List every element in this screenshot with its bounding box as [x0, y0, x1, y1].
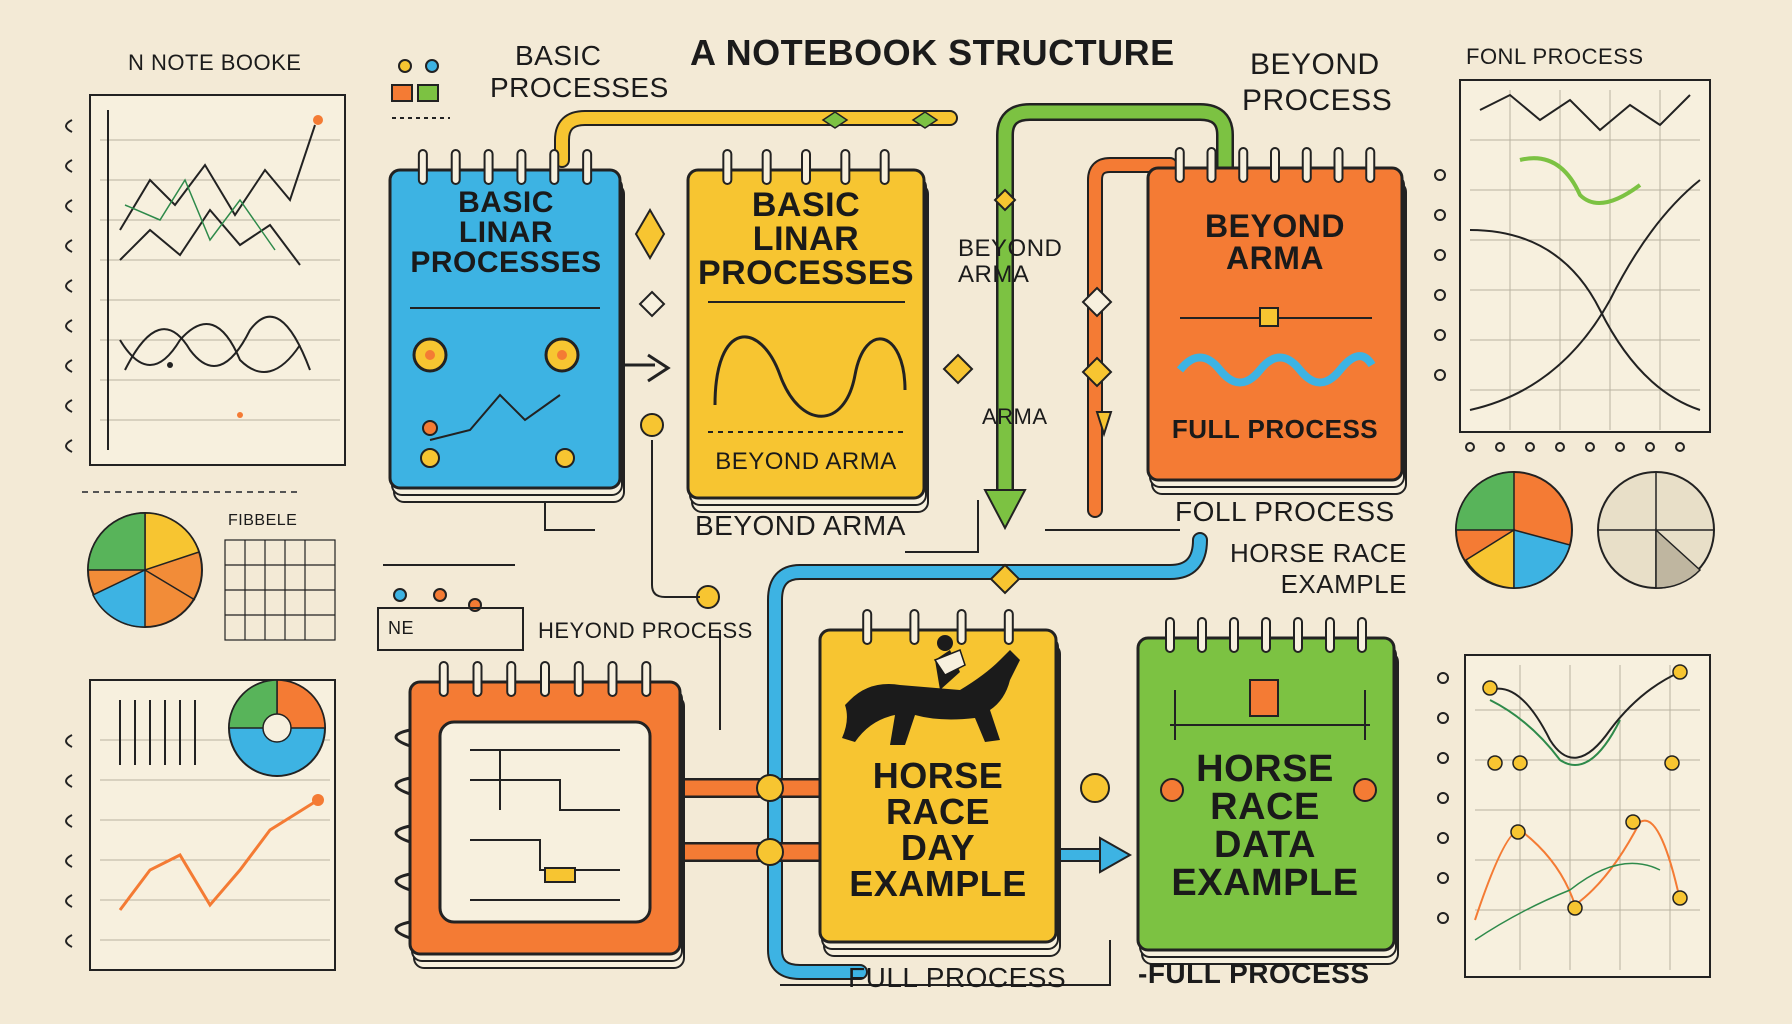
notebook-green [1136, 617, 1399, 965]
connector-orange-horizontal [680, 774, 830, 866]
right-pie-chart-neutral [1597, 471, 1715, 589]
horse-race-example-label: HORSE RACE EXAMPLE [1230, 538, 1407, 600]
orange-top-notebook-caption: FULL PROCESS [1171, 414, 1379, 444]
full-process-bottom-label: FULL PROCESS [848, 962, 1067, 993]
connector-blue-loop [767, 532, 1208, 980]
beyond-arma-side-label: BEYOND ARMA [958, 235, 1063, 289]
header-processes-label: PROCESSES [490, 72, 669, 103]
arrow-blue-to-yellow [622, 353, 671, 383]
beyond-arma-label: BEYOND ARMA [695, 510, 906, 541]
green-notebook-title: HORSE RACE DATA EXAMPLE [1171, 748, 1359, 904]
left-top-line-chart [65, 94, 346, 493]
fibbele-label: FIBBELE [228, 512, 298, 529]
left-pie-chart [87, 512, 203, 628]
header-basic-label: BASIC [515, 40, 602, 71]
arma-label: ARMA [982, 404, 1048, 429]
blue-notebook-doodles [410, 307, 600, 468]
yellow-top-notebook-wave [708, 301, 907, 433]
left-small-pie [228, 679, 326, 777]
connector-green-vertical [983, 103, 1234, 531]
connector-thin-lines [544, 440, 1180, 986]
header-doodle-icon [391, 59, 450, 119]
notebook-yellow-top [686, 149, 929, 513]
yellow-top-notebook-title: BASIC LINAR PROCESSES [697, 186, 915, 292]
ne-doodle [377, 564, 524, 651]
orange-top-notebook-wave [1176, 307, 1376, 387]
full-process-bottom-right-label: -FULL PROCESS [1138, 958, 1370, 989]
arrow-blue-to-green [1055, 836, 1133, 874]
connector-markers [634, 188, 1113, 803]
right-pie-chart-color [1455, 471, 1573, 589]
connector-yellow-top [554, 110, 958, 168]
orange-top-notebook-title: BEYOND ARMA [1205, 208, 1345, 276]
foll-process-label: FOLL PROCESS [1175, 496, 1395, 527]
right-top-line-chart [1434, 79, 1711, 452]
left-grid-table [224, 539, 336, 641]
connector-orange-vertical [1087, 157, 1178, 518]
ne-tag-label: NE [388, 618, 415, 638]
yellow-bottom-notebook-title: HORSE RACE DAY EXAMPLE [849, 755, 1027, 904]
right-bottom-line-chart [1437, 654, 1711, 978]
header-process-label: PROCESS [1242, 84, 1393, 117]
horse-rider-icon [842, 635, 1020, 745]
header-beyond-label: BEYOND [1250, 48, 1380, 81]
green-notebook-doodles [1160, 679, 1377, 802]
blue-notebook-title: BASIC LINAR PROCESSES [410, 186, 602, 279]
orange-bottom-notebook-maze [394, 720, 652, 940]
left-panel-title: N NOTE BOOKE [128, 50, 302, 75]
heyond-process-label: HEYOND PROCESS [538, 618, 753, 643]
notebooks-layer [388, 147, 1407, 969]
yellow-top-notebook-caption: BEYOND ARMA [715, 448, 897, 475]
diagram-title: A NOTEBOOK STRUCTURE [690, 32, 1175, 73]
right-panel-title: FONL PROCESS [1466, 44, 1644, 69]
notebook-blue [388, 149, 625, 503]
